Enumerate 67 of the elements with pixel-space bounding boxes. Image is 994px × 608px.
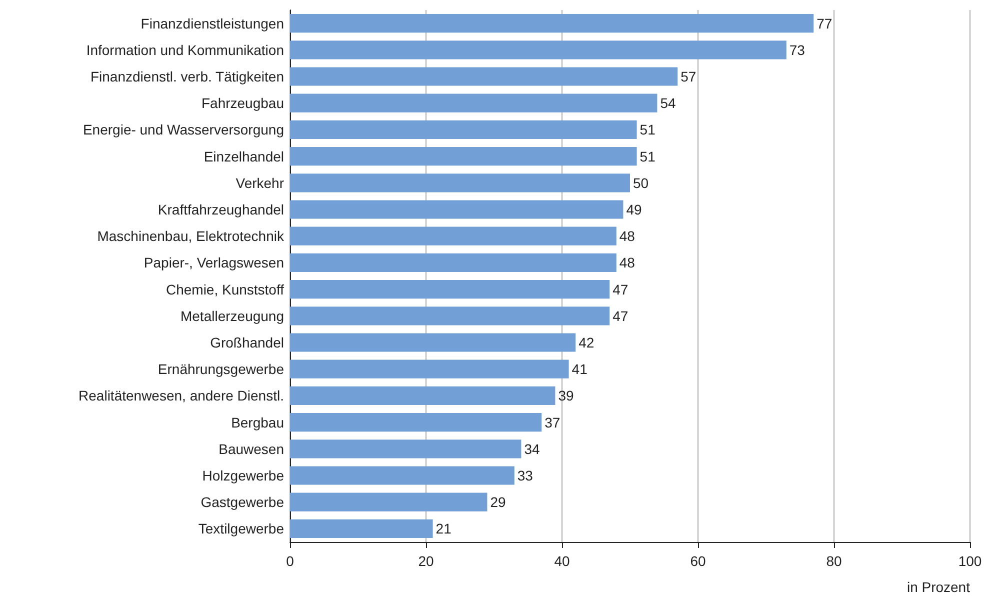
data-label: 54 — [660, 95, 676, 112]
bar — [290, 280, 610, 299]
bar — [290, 174, 630, 192]
bar — [290, 466, 514, 485]
data-label: 73 — [789, 42, 806, 58]
bar — [290, 94, 658, 112]
data-label: 48 — [619, 228, 636, 244]
y-tick-label: Einzelhandel — [204, 148, 284, 164]
data-label: 39 — [558, 388, 574, 404]
data-label: 47 — [612, 308, 628, 324]
y-tick-label: Finanzdienstleistungen — [140, 15, 284, 32]
y-tick-label: Verkehr — [236, 174, 284, 191]
bar — [290, 440, 522, 458]
data-label: 34 — [524, 440, 540, 457]
y-tick-label: Chemie, Kunststoff — [166, 281, 284, 298]
x-tick-label: 0 — [286, 553, 294, 569]
y-tick-label: Bergbau — [231, 414, 284, 430]
data-label: 29 — [490, 494, 506, 510]
y-tick-label: Finanzdienstl. verb. Tätigkeiten — [90, 68, 284, 84]
bar — [290, 519, 433, 538]
x-tick-label: 80 — [826, 553, 842, 569]
data-label: 77 — [816, 15, 832, 32]
x-tick-label: 100 — [958, 553, 982, 569]
bar — [290, 333, 576, 352]
data-label: 51 — [640, 122, 656, 138]
bar — [290, 386, 556, 406]
data-label: 50 — [633, 174, 649, 191]
data-label: 33 — [517, 468, 534, 484]
x-axis-title: in Prozent — [906, 579, 970, 595]
bar — [290, 67, 678, 86]
data-label: 49 — [626, 202, 642, 218]
y-tick-label: Bauwesen — [218, 440, 284, 457]
x-tick-label: 20 — [418, 553, 434, 569]
bar — [290, 492, 488, 512]
data-label: 41 — [572, 361, 588, 378]
bar — [290, 306, 610, 326]
data-label: 48 — [619, 254, 636, 271]
data-label: 37 — [544, 414, 560, 430]
data-label: 21 — [436, 520, 452, 537]
y-tick-label: Information und Kommunikation — [86, 42, 284, 58]
y-tick-label: Metallerzeugung — [180, 308, 284, 324]
y-tick-label: Textilgewerbe — [198, 520, 284, 537]
bar — [290, 200, 624, 219]
data-label: 51 — [640, 148, 656, 164]
bar — [290, 120, 637, 140]
bar — [290, 40, 786, 60]
x-tick-label: 60 — [690, 553, 706, 569]
data-label: 57 — [680, 68, 696, 84]
bar — [290, 253, 616, 272]
bar — [290, 412, 542, 432]
bar — [290, 14, 814, 33]
y-tick-label: Großhandel — [210, 334, 284, 350]
x-tick-label: 40 — [554, 553, 570, 569]
y-tick-label: Realitätenwesen, andere Dienstl. — [78, 388, 284, 404]
y-tick-label: Holzgewerbe — [202, 468, 284, 484]
y-tick-label: Ernährungsgewerbe — [158, 361, 284, 378]
y-tick-label: Fahrzeugbau — [201, 95, 284, 112]
y-tick-label: Gastgewerbe — [200, 494, 284, 510]
y-tick-label: Maschinenbau, Elektrotechnik — [97, 228, 285, 244]
bar — [290, 146, 637, 166]
data-label: 42 — [578, 334, 594, 350]
y-tick-label: Kraftfahrzeughandel — [158, 202, 284, 218]
data-label: 47 — [612, 281, 628, 298]
bar — [290, 226, 616, 246]
y-tick-label: Energie- und Wasserversorgung — [82, 122, 284, 138]
bar — [290, 360, 569, 378]
y-tick-label: Papier-, Verlagswesen — [144, 254, 284, 271]
